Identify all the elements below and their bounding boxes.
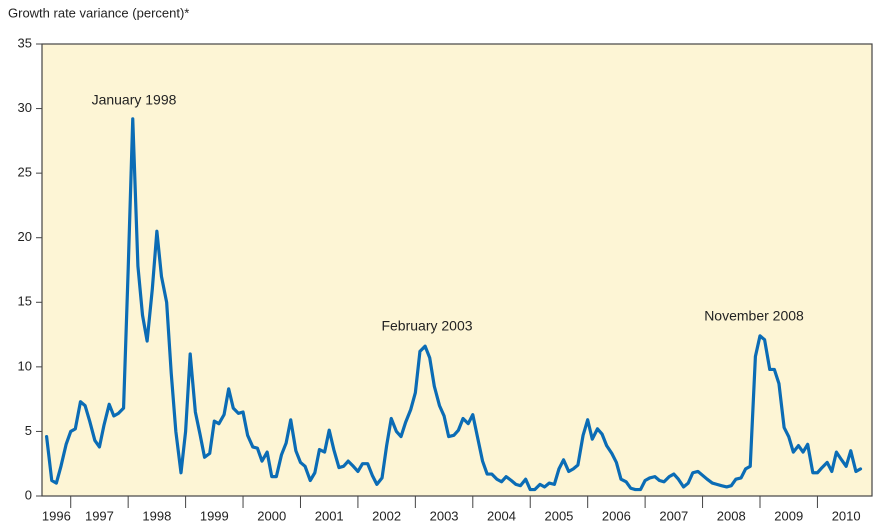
x-tick-label: 2002 <box>372 508 401 523</box>
data-line <box>45 117 863 492</box>
x-tick-label: 2000 <box>257 508 286 523</box>
y-tick-label: 20 <box>18 229 32 244</box>
chart-title: Growth rate variance (percent)* <box>8 5 189 20</box>
x-tick-label: 2009 <box>774 508 803 523</box>
y-tick-label: 0 <box>25 487 32 502</box>
x-tick-label: 2007 <box>659 508 688 523</box>
y-tick-label: 30 <box>18 100 32 115</box>
x-tick-label: 2004 <box>487 508 516 523</box>
x-tick-label: 2008 <box>717 508 746 523</box>
x-tick-label: 1997 <box>85 508 114 523</box>
y-tick-label: 35 <box>18 35 32 50</box>
annotation: January 1998 <box>92 92 177 108</box>
plot-area <box>41 43 873 497</box>
annotation: November 2008 <box>704 308 804 324</box>
x-tick-label: 1996 <box>42 508 71 523</box>
x-tick-label: 2003 <box>430 508 459 523</box>
x-tick-label: 2001 <box>315 508 344 523</box>
y-tick-label: 15 <box>18 294 32 309</box>
x-tick-label: 1998 <box>142 508 171 523</box>
x-tick-label: 2006 <box>602 508 631 523</box>
x-tick-label: 2005 <box>544 508 573 523</box>
x-tick-label: 1999 <box>200 508 229 523</box>
y-tick-label: 10 <box>18 358 32 373</box>
y-tick-label: 25 <box>18 165 32 180</box>
annotation: February 2003 <box>381 318 472 334</box>
x-tick-label: 2010 <box>832 508 861 523</box>
y-tick-label: 5 <box>25 423 32 438</box>
